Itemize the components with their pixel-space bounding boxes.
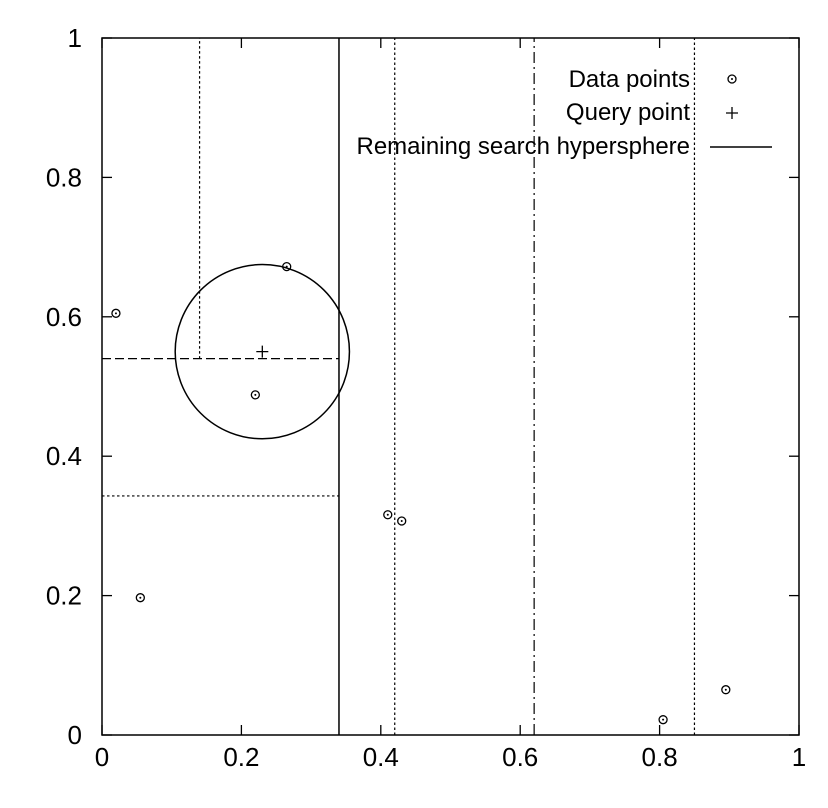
data-point (111, 308, 121, 318)
legend-label-query-point: Query point (566, 99, 690, 126)
y-tick-label: 0.2 (46, 581, 82, 611)
data-point (250, 390, 260, 400)
legend-marker-data-points (727, 74, 737, 84)
data-point (658, 715, 668, 725)
y-tick-label: 1 (68, 23, 82, 53)
data-marks (111, 261, 731, 725)
legend-marker-data-points-dot (731, 78, 733, 80)
x-tick-label: 0.2 (223, 742, 259, 772)
y-tick-label: 0.4 (46, 441, 82, 471)
query-point (256, 345, 269, 358)
legend-label-search-hypersphere: Remaining search hypersphere (356, 133, 690, 160)
axis-ticks: 0 0.2 0.4 0.6 0.8 1 0 0.2 0.4 0.6 0.8 1 (46, 23, 806, 772)
x-tick-label: 0.4 (363, 742, 399, 772)
x-tick-label: 1 (792, 742, 806, 772)
search-hypersphere (174, 263, 351, 440)
y-tick-label: 0.8 (46, 162, 82, 192)
data-point (383, 510, 393, 520)
y-tick-label: 0.6 (46, 302, 82, 332)
y-tick-label: 0 (68, 720, 82, 750)
partition-lines (102, 38, 696, 735)
legend-marker-query-point (726, 107, 738, 119)
x-tick-label: 0 (95, 742, 109, 772)
plot-frame (101, 37, 800, 736)
legend-label-data-points: Data points (569, 66, 690, 93)
data-point (282, 261, 292, 272)
legend: Data points Query point Remaining search… (356, 66, 772, 160)
data-point (397, 516, 407, 526)
data-point (721, 685, 731, 695)
x-tick-label: 0.8 (642, 742, 678, 772)
x-tick-label: 0.6 (502, 742, 538, 772)
data-point (135, 593, 145, 603)
